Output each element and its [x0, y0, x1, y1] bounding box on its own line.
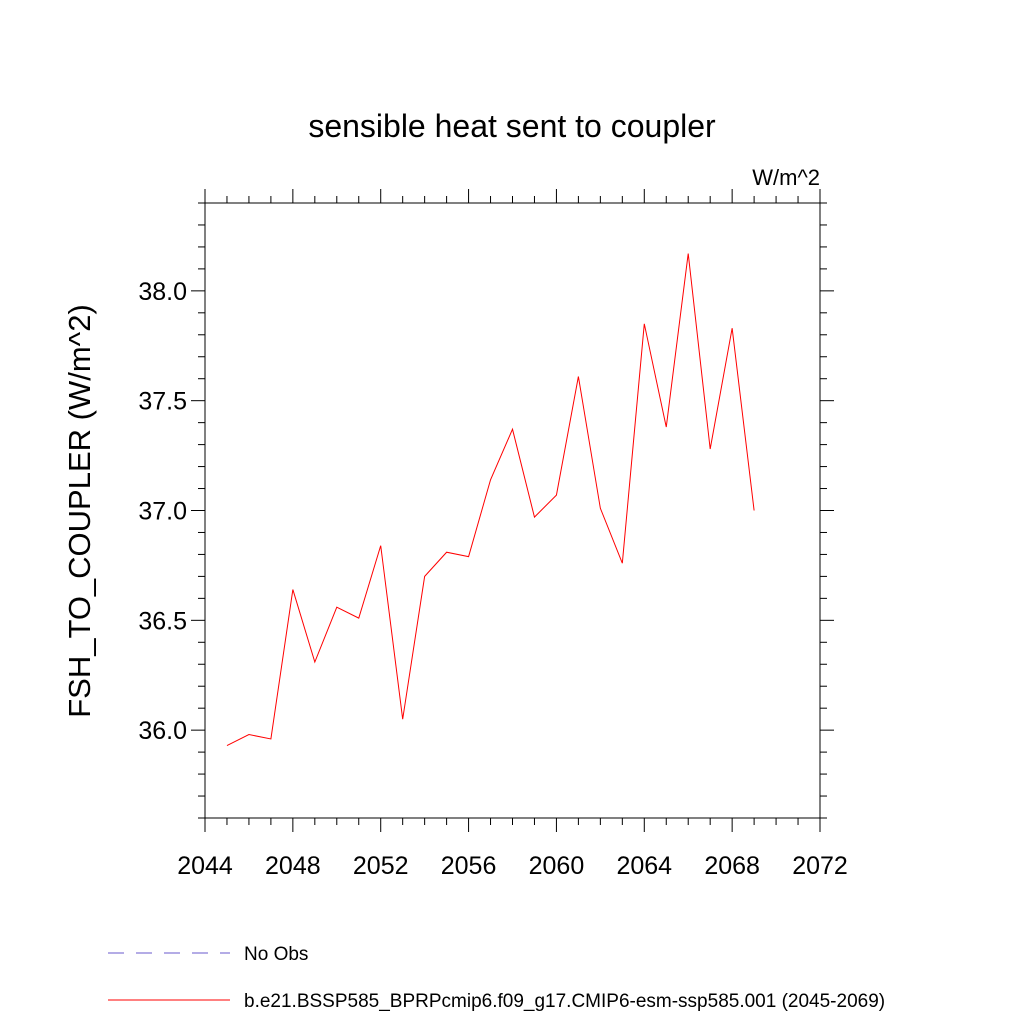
x-tick-label: 2064: [616, 852, 672, 880]
x-tick-label: 2060: [529, 852, 585, 880]
chart-title: sensible heat sent to coupler: [308, 108, 716, 144]
x-tick-label: 2068: [704, 852, 760, 880]
y-tick-label: 37.0: [138, 498, 187, 526]
axis-ticks: [191, 189, 834, 832]
series-lines: [226, 253, 755, 746]
units-label: W/m^2: [752, 165, 820, 190]
x-tick-label: 2072: [792, 852, 848, 880]
legend-label-no-obs: No Obs: [244, 944, 308, 965]
x-tick-label: 2052: [353, 852, 409, 880]
y-tick-labels: 36.0 36.5 37.0 37.5 38.0: [138, 278, 187, 745]
y-tick-label: 36.5: [138, 607, 187, 635]
x-tick-label: 2056: [441, 852, 497, 880]
x-tick-labels: 2044 2048 2052 2056 2060 2064 2068 2072: [177, 852, 848, 880]
x-tick-label: 2048: [265, 852, 321, 880]
y-tick-label: 38.0: [138, 278, 187, 306]
y-axis-label: FSH_TO_COUPLER (W/m^2): [62, 304, 97, 718]
legend: No Obs b.e21.BSSP585_BPRPcmip6.f09_g17.C…: [108, 944, 885, 1012]
x-tick-label: 2044: [177, 852, 233, 880]
y-tick-label: 36.0: [138, 717, 187, 745]
legend-label-model: b.e21.BSSP585_BPRPcmip6.f09_g17.CMIP6-es…: [244, 991, 885, 1012]
plot-frame: [204, 202, 821, 819]
series-line-1: [226, 253, 755, 746]
y-tick-label: 37.5: [138, 388, 187, 416]
